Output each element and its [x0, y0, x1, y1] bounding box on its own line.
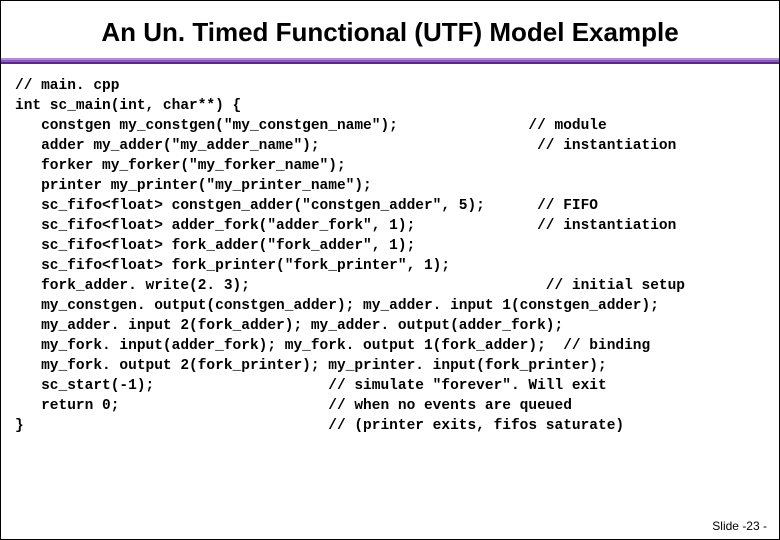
code-block: // main. cpp int sc_main(int, char**) { … — [1, 64, 779, 436]
slide-footer: Slide -23 - — [712, 519, 767, 533]
slide-container: An Un. Timed Functional (UTF) Model Exam… — [0, 0, 780, 540]
slide-title: An Un. Timed Functional (UTF) Model Exam… — [1, 1, 779, 58]
